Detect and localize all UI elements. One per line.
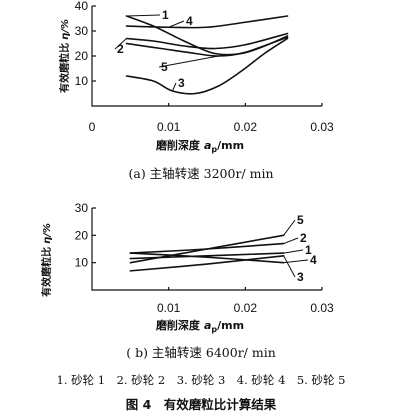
chart-b-xtick-label: 0.03 <box>310 301 334 315</box>
chart-a-series-3-leader <box>172 82 177 92</box>
chart-b-ytick-label: 30 <box>75 201 89 215</box>
chart-a-series-3-line <box>125 37 289 95</box>
chart-b-xlabel: 磨削深度 ap/mm <box>155 318 244 334</box>
chart-a-series-5-line <box>125 36 289 57</box>
chart-a-series-4-line <box>125 15 289 29</box>
chart-b-series-5-leader <box>283 219 296 236</box>
chart-b-series-1-label: 1 <box>305 243 312 257</box>
chart-a-series-4-label: 4 <box>186 14 193 28</box>
chart-b-series-4-line <box>129 252 285 264</box>
chart-a-series-3-label: 3 <box>178 76 185 90</box>
chart-a-ylabel: 有效磨粒比η/% <box>58 19 71 93</box>
legend-text: 1. 砂轮 1 2. 砂轮 2 3. 砂轮 3 4. 砂轮 4 5. 砂轮 5 <box>57 373 346 387</box>
chart-a-xtick-label: 0.02 <box>234 120 258 134</box>
chart-a-xtick-label: 0.03 <box>310 120 334 134</box>
chart-a-series-1-leader <box>126 14 161 17</box>
chart-b-series-2-leader <box>283 237 299 244</box>
chart-a-series-4-leader <box>168 20 185 28</box>
chart-a-series-5-leader <box>158 55 219 68</box>
chart-a-series-2-line <box>125 32 289 50</box>
chart-b-xtick-label: 0.01 <box>157 301 181 315</box>
chart-a-series-1-label: 1 <box>162 8 169 22</box>
chart-b-xtick-label: 0.02 <box>234 301 258 315</box>
chart-b-series-4-leader <box>283 259 309 264</box>
chart-b-ylabel: 有效磨粒比η/% <box>40 223 53 297</box>
chart-a-xtick-label: 0.01 <box>157 120 181 134</box>
chart-b-ytick-label: 20 <box>75 228 89 242</box>
chart-b-series-1-leader <box>283 249 304 254</box>
chart-a-ytick-label: 30 <box>75 24 89 38</box>
chart-a-ytick-label: 40 <box>75 0 89 13</box>
chart-b-series-3-line <box>129 255 285 272</box>
chart-b-series-1-line <box>129 252 285 260</box>
chart-b-ytick-label: 10 <box>75 256 89 270</box>
chart-b-series-3-leader <box>283 255 296 278</box>
chart-b-series-5-label: 5 <box>297 213 304 227</box>
chart-b: 10 20 30 0.01 0.02 0.03 12 34 5 有效磨粒比η/% 磨削深度 a… <box>40 201 334 360</box>
chart-b-series-4-label: 4 <box>310 253 317 267</box>
chart-b-series-5-line <box>129 234 285 264</box>
chart-a-subtitle: (a) 主轴转速 3200r/ min <box>128 166 273 181</box>
chart-b-subtitle: ( b) 主轴转速 6400r/ min <box>126 345 276 360</box>
figure-caption: 图 4 有效磨粒比计算结果 <box>126 397 277 412</box>
chart-b-series-3-label: 3 <box>297 270 304 284</box>
chart-a-ytick-label: 20 <box>75 49 89 63</box>
chart-a-ytick-label: 10 <box>75 74 89 88</box>
chart-a-xlabel: 磨削深度 ap/mm <box>155 138 244 154</box>
chart-a: 10 20 30 40 0 0.01 0.02 0.03 1 2 3 4 5 有效磨粒比η/% 磨削… <box>58 0 334 181</box>
chart-a-series-2-label: 2 <box>117 42 124 56</box>
chart-b-series-2-label: 2 <box>300 231 307 245</box>
chart-a-series-2-leader <box>114 38 127 50</box>
chart-a-series-5-label: 5 <box>161 60 168 74</box>
chart-a-xtick-label: 0 <box>89 120 96 134</box>
